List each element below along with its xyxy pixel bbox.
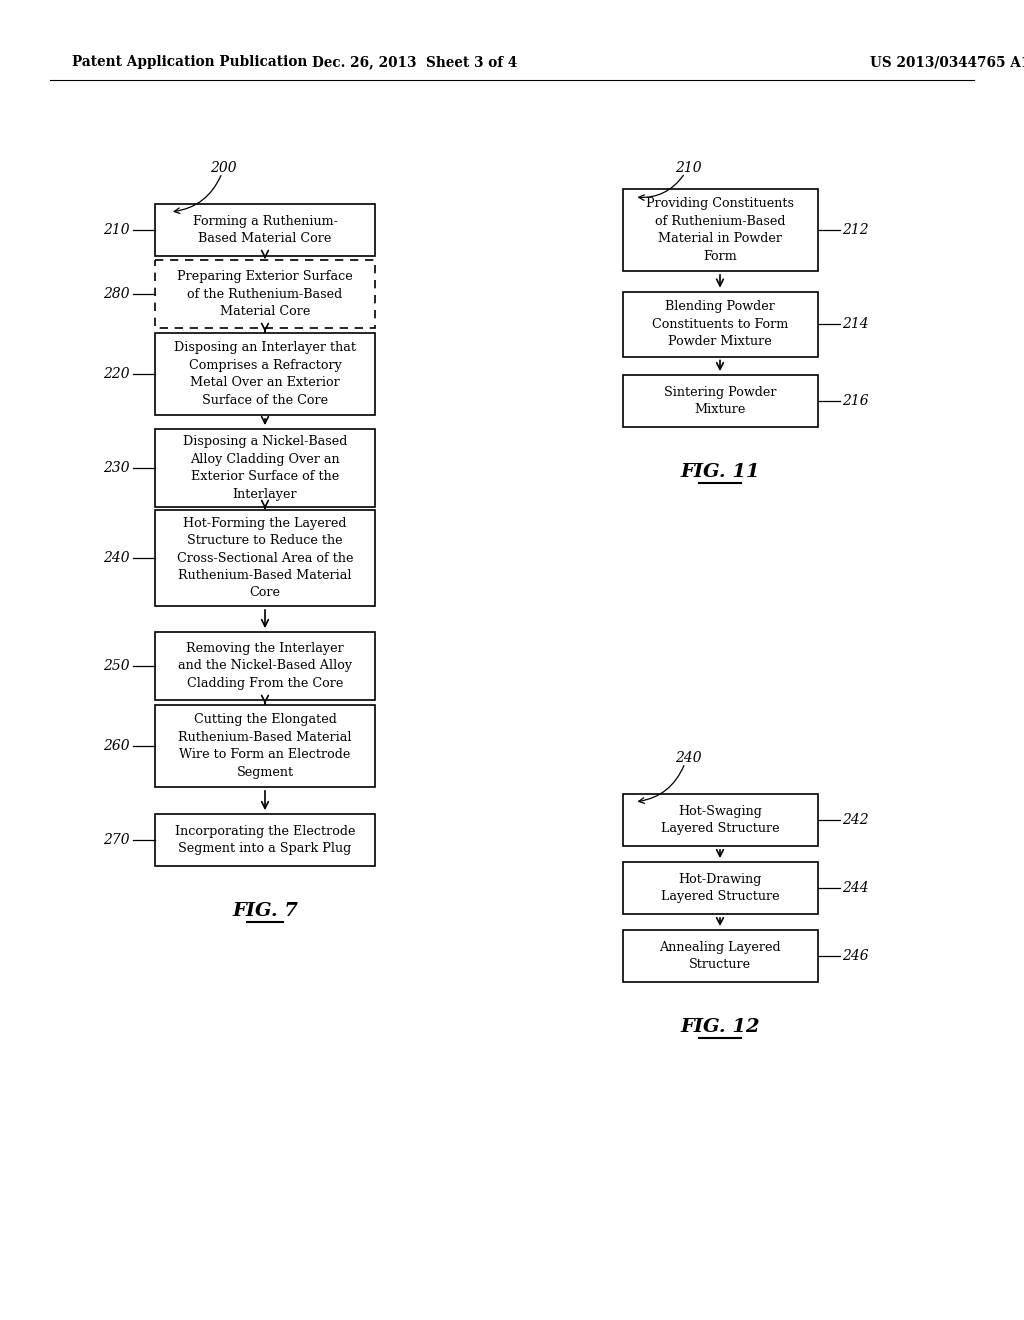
Text: US 2013/0344765 A1: US 2013/0344765 A1 [870,55,1024,69]
FancyBboxPatch shape [155,205,375,256]
Text: 242: 242 [843,813,869,828]
Text: Forming a Ruthenium-
Based Material Core: Forming a Ruthenium- Based Material Core [193,215,338,246]
Text: 214: 214 [843,317,869,331]
FancyBboxPatch shape [155,814,375,866]
Text: 246: 246 [843,949,869,964]
FancyBboxPatch shape [623,375,817,426]
Text: Incorporating the Electrode
Segment into a Spark Plug: Incorporating the Electrode Segment into… [175,825,355,855]
Text: Hot-Forming the Layered
Structure to Reduce the
Cross-Sectional Area of the
Ruth: Hot-Forming the Layered Structure to Red… [177,516,353,599]
Text: Blending Powder
Constituents to Form
Powder Mixture: Blending Powder Constituents to Form Pow… [652,300,788,348]
Text: 212: 212 [843,223,869,238]
Text: Preparing Exterior Surface
of the Ruthenium-Based
Material Core: Preparing Exterior Surface of the Ruthen… [177,271,353,318]
Text: 260: 260 [103,739,130,752]
Text: 210: 210 [675,161,701,176]
Text: Disposing an Interlayer that
Comprises a Refractory
Metal Over an Exterior
Surfa: Disposing an Interlayer that Comprises a… [174,342,356,407]
FancyBboxPatch shape [155,705,375,787]
Text: Dec. 26, 2013  Sheet 3 of 4: Dec. 26, 2013 Sheet 3 of 4 [312,55,517,69]
FancyBboxPatch shape [155,260,375,327]
Text: 220: 220 [103,367,130,381]
FancyBboxPatch shape [155,429,375,507]
Text: 270: 270 [103,833,130,847]
Text: Sintering Powder
Mixture: Sintering Powder Mixture [664,385,776,416]
Text: Hot-Drawing
Layered Structure: Hot-Drawing Layered Structure [660,873,779,903]
Text: FIG. 7: FIG. 7 [232,902,298,920]
Text: 240: 240 [103,550,130,565]
Text: Annealing Layered
Structure: Annealing Layered Structure [659,941,781,972]
Text: Removing the Interlayer
and the Nickel-Based Alloy
Cladding From the Core: Removing the Interlayer and the Nickel-B… [178,642,352,690]
FancyBboxPatch shape [155,510,375,606]
FancyBboxPatch shape [155,333,375,414]
FancyBboxPatch shape [623,189,817,271]
Text: Disposing a Nickel-Based
Alloy Cladding Over an
Exterior Surface of the
Interlay: Disposing a Nickel-Based Alloy Cladding … [183,436,347,500]
Text: FIG. 12: FIG. 12 [680,1018,760,1036]
FancyBboxPatch shape [623,862,817,913]
Text: 240: 240 [675,751,701,766]
Text: Patent Application Publication: Patent Application Publication [72,55,307,69]
Text: 244: 244 [843,880,869,895]
Text: 216: 216 [843,393,869,408]
FancyBboxPatch shape [623,795,817,846]
FancyBboxPatch shape [155,632,375,700]
FancyBboxPatch shape [623,292,817,356]
Text: Providing Constituents
of Ruthenium-Based
Material in Powder
Form: Providing Constituents of Ruthenium-Base… [646,197,794,263]
Text: 210: 210 [103,223,130,238]
Text: 280: 280 [103,286,130,301]
Text: Hot-Swaging
Layered Structure: Hot-Swaging Layered Structure [660,805,779,836]
Text: Cutting the Elongated
Ruthenium-Based Material
Wire to Form an Electrode
Segment: Cutting the Elongated Ruthenium-Based Ma… [178,713,352,779]
Text: 200: 200 [210,161,237,176]
Text: FIG. 11: FIG. 11 [680,463,760,480]
Text: 230: 230 [103,461,130,475]
Text: 250: 250 [103,659,130,673]
FancyBboxPatch shape [623,931,817,982]
